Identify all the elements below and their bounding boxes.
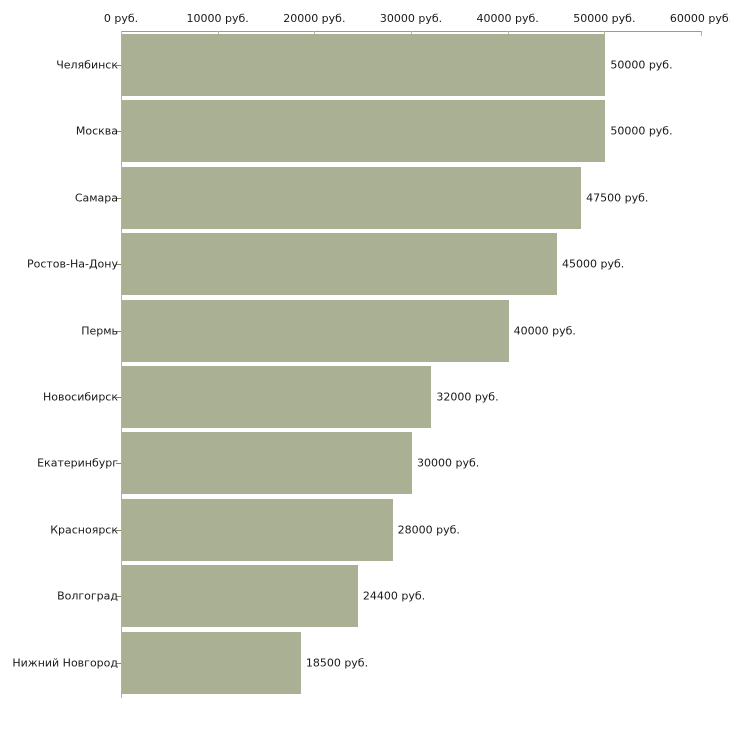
y-axis-line (121, 31, 122, 698)
y-axis-category-label: Ростов-На-Дону (26, 257, 118, 271)
x-axis-tick-label: 30000 руб. (379, 12, 443, 25)
y-axis-tick (116, 529, 121, 531)
y-axis-category-label: Самара (74, 191, 118, 205)
bar (122, 565, 358, 628)
y-axis-tick (116, 596, 121, 598)
x-axis-tick (701, 31, 702, 36)
bar-value-label: 30000 руб. (417, 456, 480, 470)
bar (122, 233, 557, 296)
bar-value-label: 18500 руб. (305, 656, 369, 670)
x-axis-tick (217, 31, 219, 36)
y-axis-category-label: Волгоград (57, 589, 118, 603)
x-axis-tick (121, 31, 122, 36)
x-axis-tick-label: 20000 руб. (283, 12, 346, 25)
bar-value-label: 45000 руб. (562, 257, 625, 271)
bar (122, 100, 606, 163)
x-axis-tick-label: 10000 руб. (186, 12, 249, 25)
bar-value-label: 24400 руб. (362, 589, 426, 603)
bar (122, 366, 432, 428)
x-axis-tick (314, 31, 316, 36)
y-axis-category-label: Красноярск (50, 523, 118, 537)
bar (122, 432, 412, 495)
y-axis-tick (116, 131, 121, 133)
y-axis-tick (116, 662, 121, 664)
y-axis-category-label: Москва (75, 124, 118, 138)
bar (122, 166, 582, 229)
bar-value-label: 28000 руб. (397, 523, 460, 537)
x-axis-tick (604, 31, 606, 36)
y-axis-category-label: Новосибирск (42, 390, 118, 404)
y-axis-tick (116, 330, 121, 332)
x-axis-tick (507, 31, 509, 36)
bar (122, 498, 393, 561)
bar-value-label: 40000 руб. (513, 324, 576, 338)
x-axis-tick-label: 40000 руб. (476, 12, 539, 25)
x-axis-tick (411, 31, 412, 36)
y-axis-category-label: Пермь (81, 324, 118, 338)
x-axis-tick-label: 50000 руб. (573, 12, 636, 25)
x-axis-tick-label: 60000 руб. (669, 12, 730, 25)
y-axis-category-label: Челябинск (56, 58, 118, 72)
bar (122, 631, 301, 694)
bar-value-label: 32000 руб. (436, 390, 499, 404)
x-axis-tick-label: 0 руб. (103, 12, 139, 25)
bar (122, 299, 509, 362)
bar-value-label: 47500 руб. (586, 191, 649, 205)
bar-value-label: 50000 руб. (610, 124, 673, 138)
y-axis-tick (116, 65, 121, 66)
y-axis-category-label: Екатеринбург (37, 456, 118, 470)
y-axis-category-label: Нижний Новгород (12, 656, 118, 670)
y-axis-tick (116, 397, 121, 398)
bar (122, 34, 606, 96)
y-axis-tick (116, 197, 121, 199)
y-axis-tick (116, 264, 121, 266)
bar-value-label: 50000 руб. (610, 58, 673, 72)
y-axis-tick (116, 463, 121, 465)
